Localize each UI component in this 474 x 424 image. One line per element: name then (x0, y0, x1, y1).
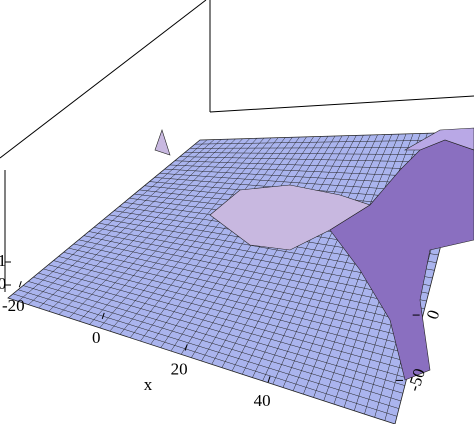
surface-spike (154, 129, 171, 156)
x-tick (18, 281, 22, 288)
x-tick-label: -20 (2, 296, 25, 315)
z-tick-label: 0 (0, 274, 6, 293)
box-edge (209, 95, 474, 113)
mesh-line (242, 135, 364, 375)
surface-features (154, 127, 474, 381)
mesh-line (272, 134, 385, 385)
mesh-line (282, 134, 393, 388)
mesh-line (221, 135, 350, 368)
x-tick (267, 376, 271, 383)
x-tick (101, 312, 105, 320)
mesh-line (292, 134, 400, 391)
z-tick-label: 1 (0, 251, 6, 270)
surface-wall (329, 139, 474, 381)
mesh-line (252, 134, 371, 378)
x-axis-label: x (144, 375, 153, 394)
x-tick-label: 40 (254, 391, 271, 410)
box-back (0, 0, 474, 292)
mesh-line (211, 135, 343, 365)
y-tick-label: 0 (423, 308, 444, 322)
mesh-line (262, 134, 378, 382)
box-edge (0, 0, 207, 159)
x-tick-label: 20 (171, 359, 188, 378)
x-tick (184, 344, 188, 351)
x-tick-label: 0 (92, 328, 101, 347)
mesh-line (303, 133, 407, 395)
surface-ridge (403, 127, 474, 151)
mesh-line (231, 135, 357, 372)
